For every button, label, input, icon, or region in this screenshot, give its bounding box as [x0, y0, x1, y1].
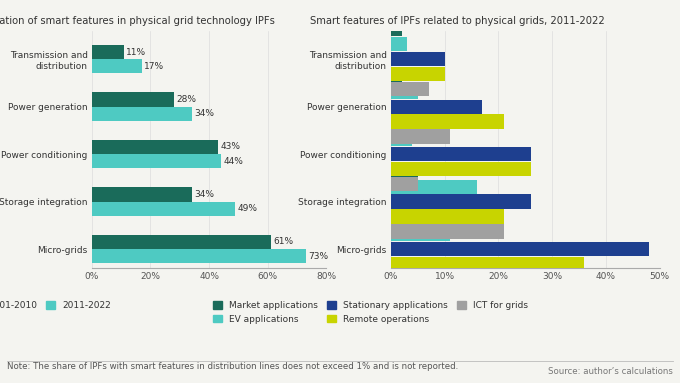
Text: 49%: 49%	[238, 204, 258, 213]
Bar	[391, 115, 504, 129]
Text: Source: author’s calculations: Source: author’s calculations	[548, 367, 673, 376]
Text: 44%: 44%	[223, 157, 243, 166]
Bar	[391, 180, 477, 194]
Bar	[391, 70, 402, 84]
Bar	[391, 37, 407, 51]
Bar	[391, 132, 413, 146]
Bar	[391, 129, 450, 144]
Legend: Market applications, EV applications, Stationary applications, Remote operations: Market applications, EV applications, St…	[213, 301, 528, 324]
Bar	[391, 147, 530, 161]
Bar	[391, 85, 418, 99]
Text: 34%: 34%	[194, 190, 214, 199]
Bar	[391, 100, 482, 114]
Bar	[391, 117, 402, 131]
Text: Note: The share of IPFs with smart features in distribution lines does not excee: Note: The share of IPFs with smart featu…	[7, 362, 458, 371]
Bar	[391, 210, 504, 224]
Text: 34%: 34%	[194, 109, 214, 118]
Bar	[391, 242, 649, 256]
Bar	[92, 106, 192, 121]
Text: 11%: 11%	[126, 47, 146, 57]
Bar	[391, 257, 584, 271]
Bar	[391, 224, 504, 239]
Legend: 2001-2010, 2011-2022: 2001-2010, 2011-2022	[0, 301, 112, 310]
Bar	[391, 162, 530, 176]
Text: 73%: 73%	[308, 252, 328, 261]
Text: 61%: 61%	[273, 237, 293, 247]
Bar	[391, 195, 530, 209]
Bar	[92, 154, 221, 169]
Bar	[391, 177, 418, 191]
Text: Penetration of smart features in physical grid technology IPFs: Penetration of smart features in physica…	[0, 16, 275, 26]
Bar	[391, 165, 418, 179]
Bar	[391, 82, 428, 96]
Text: 17%: 17%	[144, 62, 164, 71]
Bar	[391, 212, 428, 226]
Bar	[391, 22, 402, 36]
Bar	[92, 45, 124, 59]
Bar	[92, 235, 271, 249]
Bar	[391, 272, 579, 286]
Text: Smart features of IPFs related to physical grids, 2011-2022: Smart features of IPFs related to physic…	[310, 16, 605, 26]
Bar	[391, 227, 450, 241]
Text: 28%: 28%	[176, 95, 197, 104]
Bar	[391, 52, 445, 66]
Bar	[92, 201, 235, 216]
Bar	[92, 249, 306, 264]
Bar	[92, 140, 218, 154]
Bar	[391, 67, 445, 81]
Bar	[92, 187, 192, 201]
Text: 43%: 43%	[220, 142, 240, 152]
Bar	[92, 92, 174, 106]
Bar	[92, 59, 141, 74]
